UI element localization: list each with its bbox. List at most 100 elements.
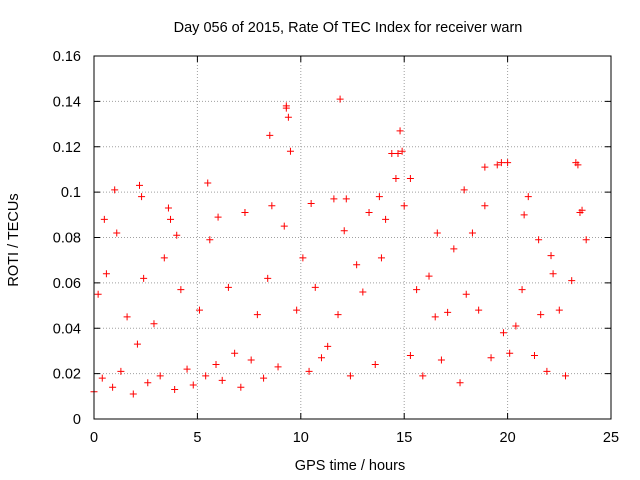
data-point (365, 209, 373, 217)
data-point (266, 131, 274, 139)
data-point (330, 195, 338, 203)
data-point (173, 231, 181, 239)
data-points (90, 95, 590, 398)
data-point (189, 381, 197, 389)
data-point (392, 175, 400, 183)
data-point (460, 186, 468, 194)
data-point (274, 363, 282, 371)
chart-title: Day 056 of 2015, Rate Of TEC Index for r… (174, 20, 523, 36)
data-point (135, 181, 143, 189)
y-tick-label: 0.08 (53, 231, 81, 247)
data-point (433, 229, 441, 237)
data-point (468, 229, 476, 237)
data-point (396, 127, 404, 135)
x-tick-label: 15 (396, 430, 412, 446)
data-point (218, 376, 226, 384)
data-point (171, 386, 179, 394)
data-point (111, 186, 119, 194)
data-point (324, 342, 332, 350)
data-point (371, 361, 379, 369)
data-point (506, 349, 514, 357)
data-point (572, 159, 580, 167)
data-point (456, 379, 464, 387)
data-point (307, 199, 315, 207)
data-point (224, 283, 232, 291)
data-point (487, 354, 495, 362)
data-point (547, 252, 555, 260)
y-tick-label: 0.14 (53, 94, 81, 110)
data-point (520, 211, 528, 219)
x-tick-label: 5 (193, 430, 201, 446)
data-point (133, 340, 141, 348)
data-point (206, 236, 214, 244)
data-point (204, 179, 212, 187)
data-point (253, 311, 261, 319)
data-point (183, 365, 191, 373)
data-point (394, 150, 402, 158)
data-point (375, 193, 383, 201)
data-point (530, 351, 538, 359)
data-point (336, 95, 344, 103)
data-point (305, 367, 313, 375)
data-point (450, 245, 458, 253)
data-point (518, 286, 526, 294)
data-point (406, 175, 414, 183)
data-point (353, 261, 361, 269)
x-tick-label: 10 (293, 430, 309, 446)
data-point (400, 202, 408, 210)
data-point (260, 374, 268, 382)
data-point (388, 150, 396, 158)
data-point (481, 163, 489, 171)
data-point (247, 356, 255, 364)
data-point (377, 254, 385, 262)
data-point (346, 372, 354, 380)
data-point (524, 193, 532, 201)
data-point (150, 320, 158, 328)
data-point (568, 277, 576, 285)
data-point (268, 202, 276, 210)
data-point (504, 159, 512, 167)
data-point (167, 215, 175, 223)
data-point (555, 306, 563, 314)
data-point (499, 329, 507, 337)
data-point (475, 306, 483, 314)
data-point (462, 290, 470, 298)
data-point (123, 313, 131, 321)
data-point (431, 313, 439, 321)
data-point (562, 372, 570, 380)
data-point (549, 270, 557, 278)
data-point (382, 215, 390, 223)
data-point (160, 254, 168, 262)
data-point (140, 274, 148, 282)
data-point (419, 372, 427, 380)
data-point (177, 286, 185, 294)
y-tick-label: 0 (73, 412, 81, 428)
y-tick-label: 0.06 (53, 276, 81, 292)
data-point (493, 161, 501, 169)
data-point (98, 374, 106, 382)
y-axis-label: ROTI / TECUs (6, 193, 22, 286)
data-point (293, 306, 301, 314)
data-point (282, 104, 290, 112)
y-tick-label: 0.12 (53, 140, 81, 156)
data-point (299, 254, 307, 262)
data-point (195, 306, 203, 314)
y-tick-label: 0.1 (61, 185, 81, 201)
data-point (284, 113, 292, 121)
data-point (340, 227, 348, 235)
data-point (535, 236, 543, 244)
data-point (311, 283, 319, 291)
data-point (109, 383, 117, 391)
data-point (398, 147, 406, 155)
data-point (138, 193, 146, 201)
data-point (129, 390, 137, 398)
data-point (497, 159, 505, 167)
data-point (212, 361, 220, 369)
data-point (317, 354, 325, 362)
data-point (437, 356, 445, 364)
data-point (102, 270, 110, 278)
data-point (280, 222, 288, 230)
data-point (156, 372, 164, 380)
y-tick-label: 0.02 (53, 367, 81, 383)
